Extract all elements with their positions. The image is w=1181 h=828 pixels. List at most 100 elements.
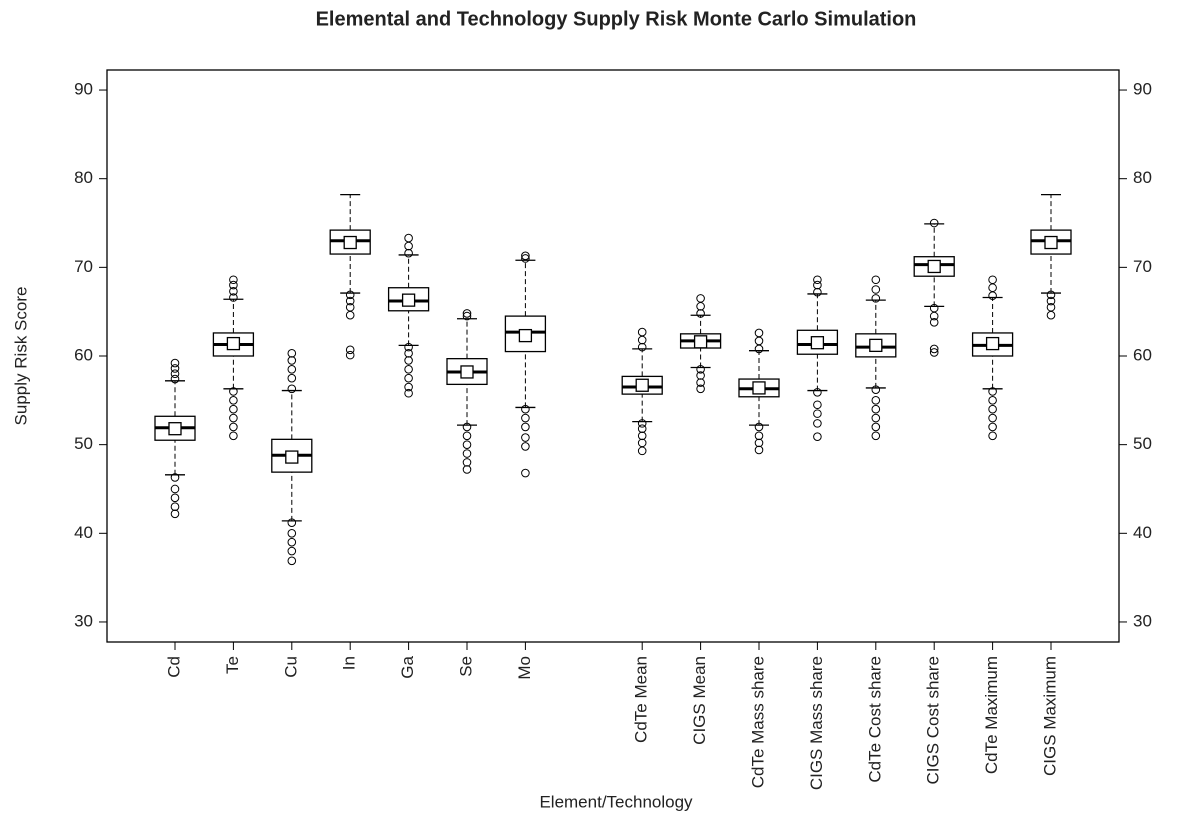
mean [285,450,299,464]
outlier [929,303,939,313]
outlier [287,529,297,538]
outlier [871,275,881,285]
y-tick-label: 70 [74,257,93,276]
outlier [754,431,764,441]
outlier [229,431,238,441]
y2-tick-label: 50 [1133,434,1152,453]
outlier [813,280,822,290]
x-tick-label: CdTe Mean [632,656,651,743]
outlier [404,364,413,374]
outlier [404,388,413,398]
outlier [287,373,297,383]
outlier [404,349,413,358]
outlier [637,424,647,433]
outlier [988,387,997,396]
outlier [929,318,939,327]
outlier [813,275,822,285]
outlier [404,233,413,243]
outlier [813,419,822,428]
outlier [696,384,705,394]
mean [226,336,241,351]
mean [927,259,941,274]
x-tick-label: In [340,656,359,670]
outlier [754,438,764,448]
mean [869,338,883,353]
outlier [170,493,180,503]
outlier [871,396,881,405]
outlier [813,409,822,418]
outlier [813,432,822,441]
outlier [462,309,472,318]
outlier [988,275,997,285]
outlier [462,422,472,432]
outlier [813,400,822,410]
x-tick-label: Te [223,656,242,674]
outlier [170,473,180,482]
outlier [345,290,355,300]
outlier [871,385,881,394]
outlier [637,419,647,428]
outlier [462,458,472,467]
outlier [229,293,238,302]
outlier [345,302,355,312]
mean [168,422,182,436]
outlier [637,431,647,441]
outlier [754,328,764,338]
outlier [521,422,530,432]
x-tick-label: CIGS Maximum [1040,656,1059,776]
outlier [754,422,764,432]
mean [343,235,357,250]
outlier [345,345,355,355]
outlier [1046,290,1056,300]
outlier [754,336,764,346]
outlier [813,388,822,397]
outlier [813,287,822,297]
x-tick-label: CdTe Cost share [865,656,884,783]
mean [693,335,708,349]
outlier [988,413,997,423]
outlier [229,286,238,296]
mean [460,365,474,379]
outlier [345,296,355,306]
outlier [988,422,997,432]
outlier [929,344,939,354]
y2-tick-label: 30 [1133,611,1152,630]
outlier [229,275,238,285]
outlier [170,369,180,379]
outlier [871,294,881,303]
outlier [988,283,997,293]
x-tick-label: CIGS Mass share [807,656,826,790]
x-tick-label: CIGS Cost share [924,656,943,785]
outlier [988,404,997,414]
outlier [404,382,413,392]
outlier [345,350,355,360]
mean [518,328,533,343]
y-tick-label: 90 [74,80,93,99]
outlier [170,509,180,519]
x-tick-label: Se [456,656,475,677]
outlier [696,309,705,318]
outlier [521,468,530,478]
outlier [287,518,297,527]
outlier [229,280,238,290]
outlier [345,310,355,320]
outlier [871,285,881,294]
x-tick-label: Cd [164,656,183,678]
outlier [988,396,997,405]
outlier [462,311,472,321]
outlier [462,431,472,441]
outlier [229,404,238,414]
outlier [871,404,881,414]
y2-tick-label: 60 [1133,345,1152,364]
outlier [696,364,705,374]
outlier [287,364,297,374]
outlier [287,356,297,365]
outlier [696,294,705,303]
mean [985,336,1000,351]
outlier [988,431,997,441]
y-tick-label: 50 [74,434,93,453]
y-tick-label: 30 [74,611,93,630]
outlier [637,327,647,337]
x-axis-label: Element/Technology [539,792,693,811]
outlier [1046,302,1056,312]
